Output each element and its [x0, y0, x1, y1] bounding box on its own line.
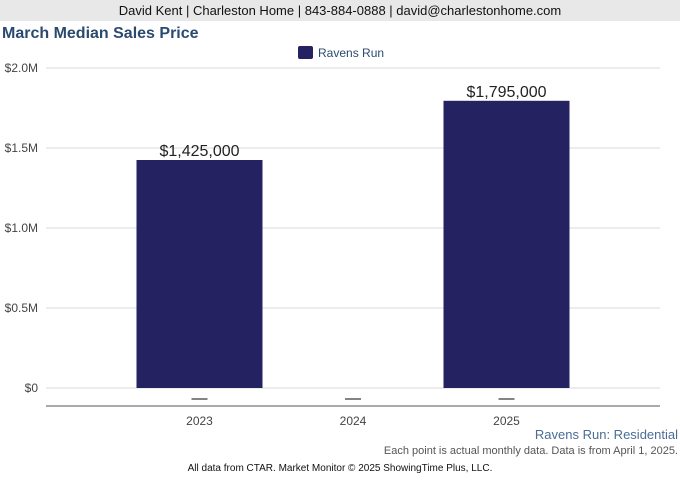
x-tick-label: 2025: [493, 414, 520, 428]
data-note: Each point is actual monthly data. Data …: [383, 445, 678, 457]
y-tick-label: $1.5M: [5, 141, 38, 155]
data-labels: $1,425,000 $1,795,000: [159, 84, 546, 160]
bar-2023[interactable]: [136, 160, 263, 388]
x-tick-label: 2024: [340, 414, 367, 428]
x-axis-ticks: 2023 2024 2025: [186, 398, 520, 428]
data-label-2025: $1,795,000: [466, 84, 546, 101]
legend-label-ravens-run: Ravens Run: [318, 46, 384, 60]
copyright-notice: All data from CTAR. Market Monitor © 202…: [187, 463, 493, 474]
data-label-2023: $1,425,000: [159, 143, 239, 160]
bar-2025[interactable]: [443, 100, 570, 389]
x-tick-label: 2023: [186, 414, 213, 428]
bars: [136, 100, 570, 389]
chart-title: March Median Sales Price: [2, 25, 199, 42]
y-tick-label: $0.5M: [5, 301, 38, 315]
y-tick-label: $1.0M: [5, 221, 38, 235]
legend[interactable]: Ravens Run: [298, 46, 384, 60]
y-axis-ticks: $0 $0.5M $1.0M $1.5M $2.0M: [5, 61, 39, 395]
contact-header: David Kent | Charleston Home | 843-884-0…: [0, 0, 680, 21]
contact-line: David Kent | Charleston Home | 843-884-0…: [118, 3, 562, 18]
legend-swatch-ravens-run: [298, 46, 313, 59]
series-footer-label: Ravens Run: Residential: [534, 427, 678, 442]
y-tick-label: $0: [25, 381, 39, 395]
y-tick-label: $2.0M: [5, 61, 38, 75]
